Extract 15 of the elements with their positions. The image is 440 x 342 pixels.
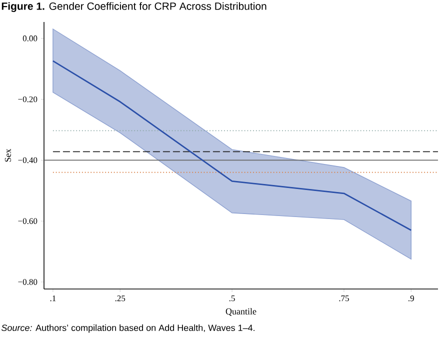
- line-series: [52, 60, 412, 231]
- chart-title: Figure 1. Gender Coefficient for CRP Across Distribution: [2, 2, 266, 12]
- x-axis-title: Quantile: [226, 308, 256, 316]
- y-tick-label: −0.80: [18, 279, 38, 285]
- text: Source: Authors’ compilation based on Add Health, Waves 1–4.: [1, 324, 254, 333]
- x-tick-label: .9: [408, 296, 414, 302]
- y-tick-label: −0.20: [18, 96, 38, 102]
- x-tick-label: .25: [115, 296, 126, 302]
- x-tick-label: .5: [229, 296, 235, 302]
- y-tick-label: −0.60: [18, 218, 38, 224]
- x-tick-label: .75: [339, 296, 349, 302]
- y-tick-label: −0.40: [18, 157, 38, 164]
- x-tick-label: .1: [50, 296, 56, 302]
- y-tick-label: 0.00: [22, 36, 38, 42]
- y-axis-title: Sex: [4, 148, 11, 162]
